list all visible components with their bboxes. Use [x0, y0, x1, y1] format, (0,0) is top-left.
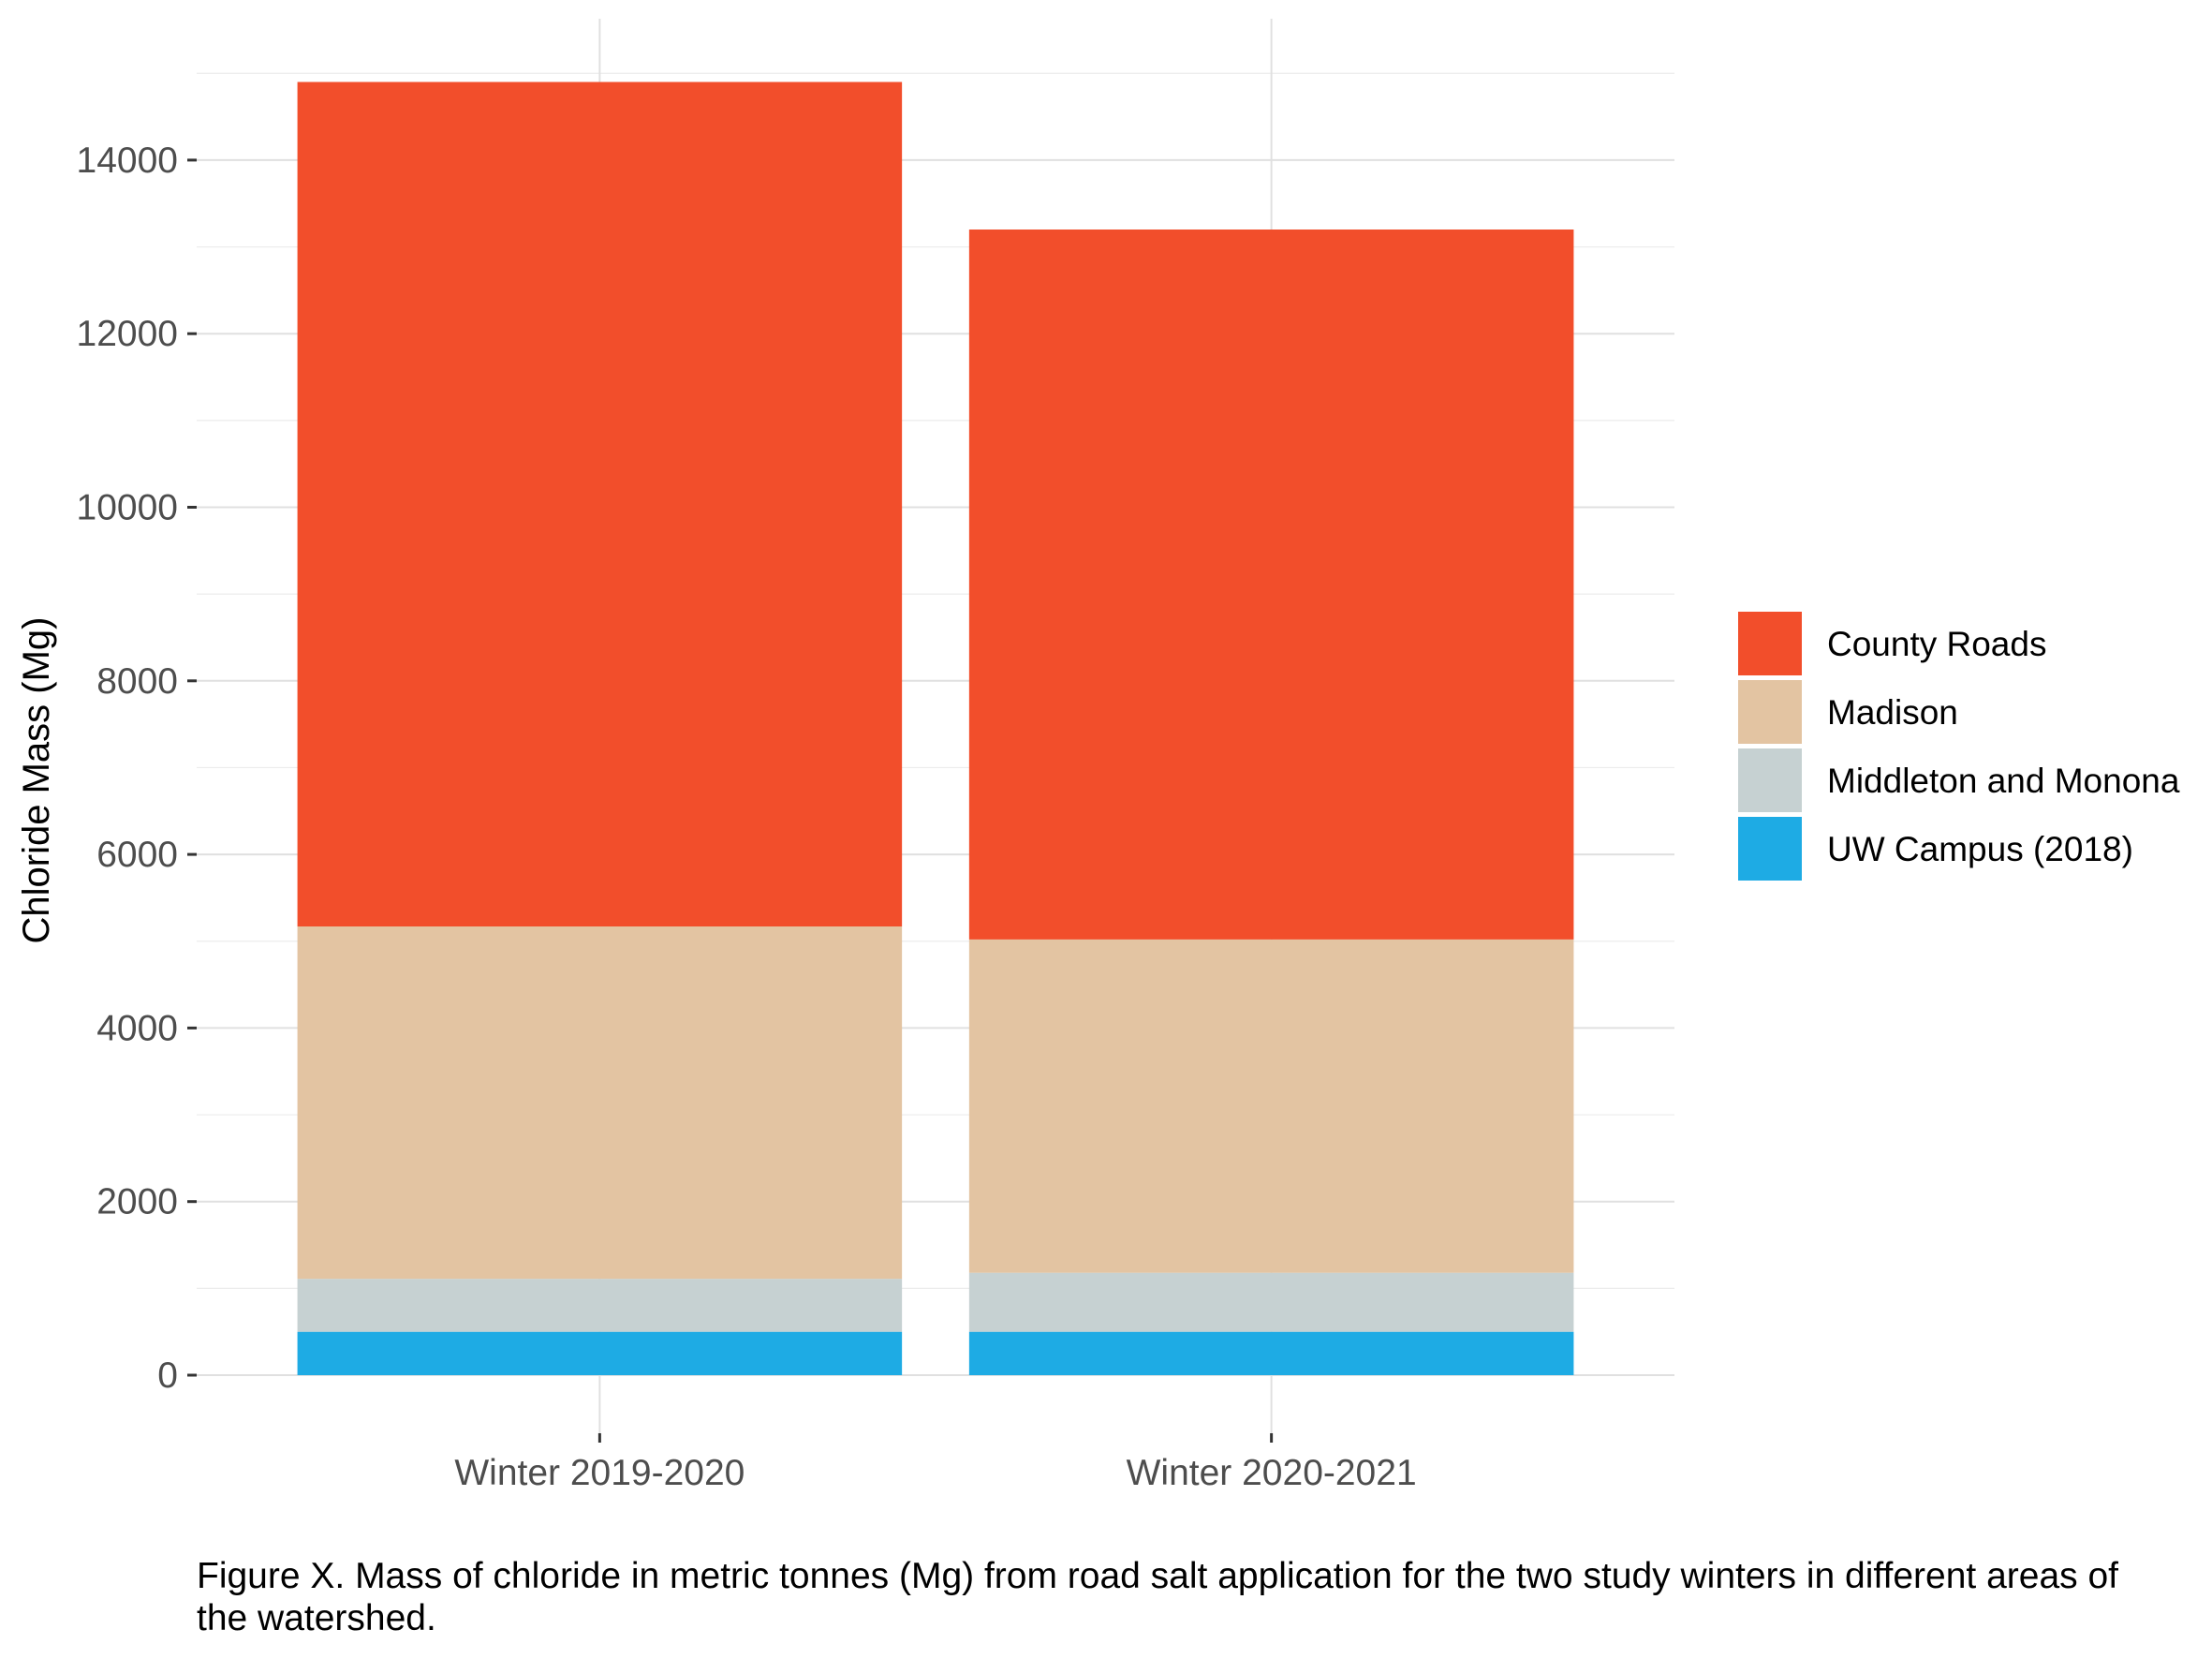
y-tick-label: 2000: [96, 1182, 178, 1222]
bar-segment-madison: [968, 939, 1574, 1273]
bar-segment-county-roads: [968, 230, 1574, 940]
legend-key-county-roads: [1738, 612, 1802, 675]
bar-segment-madison: [297, 926, 903, 1280]
legend-key-middleton-and-monona: [1738, 748, 1802, 812]
x-tick-label: Winter 2020-2021: [1127, 1453, 1417, 1493]
bar-segment-middleton-and-monona: [968, 1272, 1574, 1332]
legend-label-madison: Madison: [1827, 693, 1958, 732]
y-axis: 0 2000 4000 6000 8000 10000 12000 14000: [77, 141, 197, 1396]
legend-label-middleton-and-monona: Middleton and Monona: [1827, 762, 2180, 800]
legend-key-madison: [1738, 680, 1802, 744]
legend: County Roads Madison Middleton and Monona U…: [1738, 612, 2180, 881]
y-tick-label: 6000: [96, 835, 178, 875]
legend-label-county-roads: County Roads: [1827, 625, 2046, 663]
y-tick-label: 10000: [77, 488, 178, 528]
legend-label-uw-campus-2018: UW Campus (2018): [1827, 830, 2133, 868]
y-tick-label: 14000: [77, 141, 178, 181]
bars: [297, 81, 1574, 1375]
y-tick-label: 8000: [96, 661, 178, 702]
y-tick-label: 12000: [77, 314, 178, 354]
legend-key-uw-campus-2018: [1738, 817, 1802, 881]
figure-caption: Figure X. Mass of chloride in metric ton…: [197, 1556, 2119, 1638]
x-axis: Winter 2019-2020 Winter 2020-2021: [454, 1433, 1417, 1493]
y-tick-label: 4000: [96, 1008, 178, 1048]
bar-segment-uw-campus-2018: [968, 1331, 1574, 1375]
bar-segment-county-roads: [297, 81, 903, 926]
bar-segment-uw-campus-2018: [297, 1331, 903, 1375]
y-axis-title: Chloride Mass (Mg): [16, 617, 57, 944]
x-tick-label: Winter 2019-2020: [454, 1453, 745, 1493]
bar-segment-middleton-and-monona: [297, 1279, 903, 1332]
y-tick-label: 0: [157, 1355, 178, 1396]
stacked-bar-chart: 0 2000 4000 6000 8000 10000 12000 14000 Winter …: [16, 19, 2180, 1493]
